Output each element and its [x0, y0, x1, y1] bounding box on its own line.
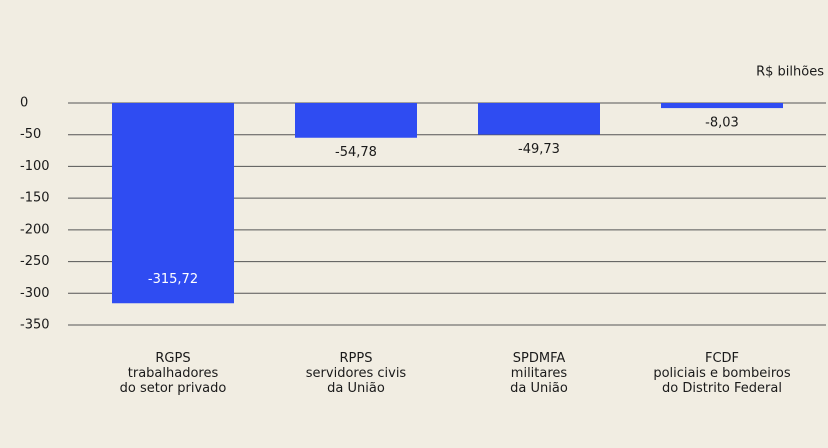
value-label: -49,73	[518, 142, 560, 157]
y-tick-label: -100	[20, 159, 50, 174]
x-tick-label: SPDMFA militares da União	[510, 351, 568, 396]
x-tick-label: RGPS trabalhadores do setor privado	[120, 351, 227, 396]
y-tick-label: -300	[20, 286, 50, 301]
value-label: -315,72	[148, 272, 198, 287]
bar	[295, 103, 417, 138]
value-label: -8,03	[705, 116, 739, 131]
y-tick-label: -150	[20, 191, 50, 206]
y-tick-label: -250	[20, 254, 50, 269]
y-tick-label: -50	[20, 127, 41, 142]
y-tick-label: -200	[20, 222, 50, 237]
value-label: -54,78	[335, 145, 377, 160]
y-tick-label: 0	[20, 96, 28, 111]
y-tick-label: -350	[20, 318, 50, 333]
bar	[112, 103, 234, 304]
unit-label: R$ bilhões	[756, 65, 824, 80]
bar	[661, 103, 783, 109]
bar	[478, 103, 600, 135]
x-tick-label: FCDF policiais e bombeiros do Distrito Fed…	[653, 351, 791, 396]
x-tick-label: RPPS servidores civis da União	[306, 351, 407, 396]
